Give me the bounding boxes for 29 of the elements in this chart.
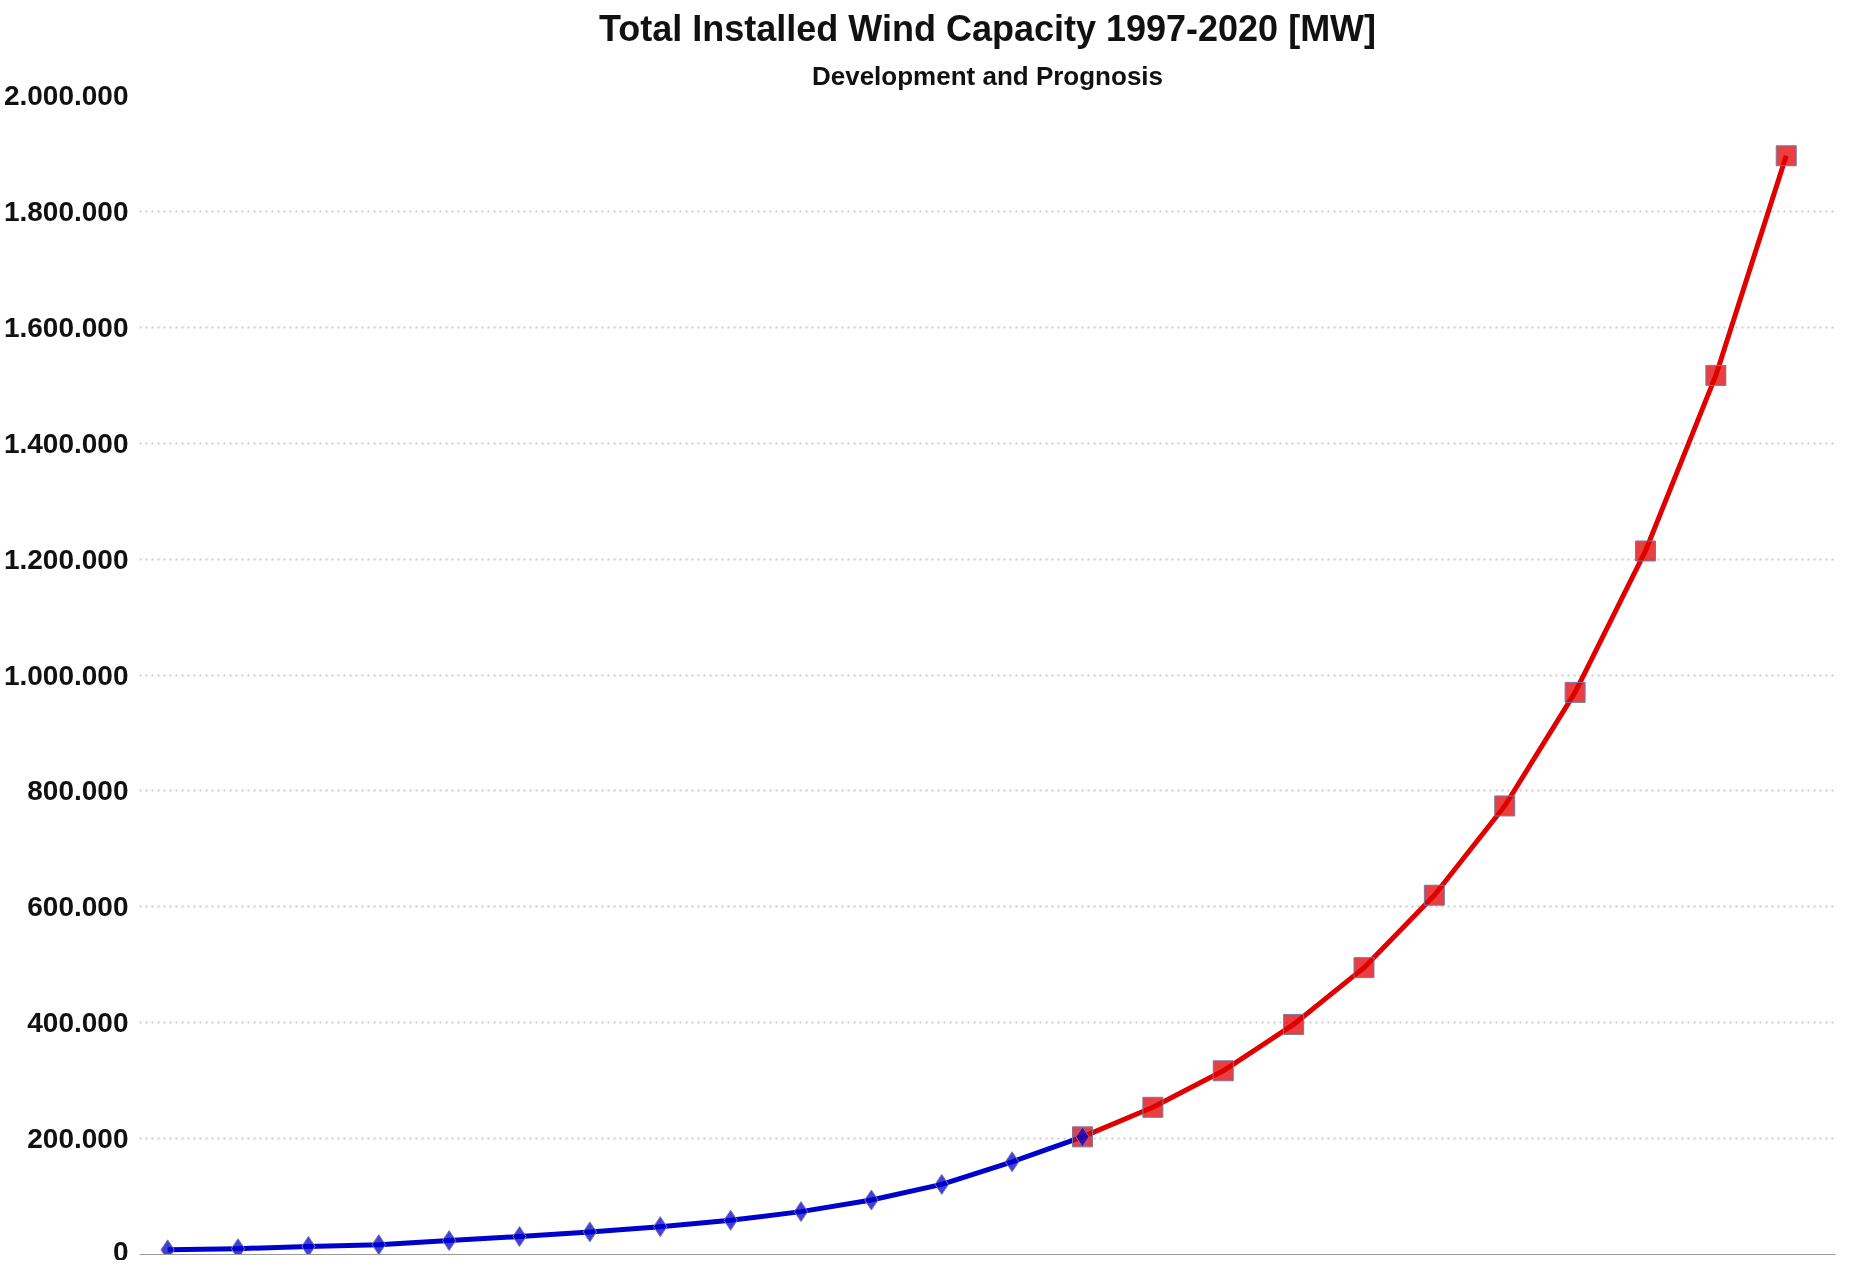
y-tick-label: 1.200.000 xyxy=(3,543,129,575)
point xyxy=(1634,540,1656,562)
point xyxy=(793,1201,809,1223)
point xyxy=(1705,364,1727,386)
point xyxy=(371,1234,386,1255)
y-tick-label: 800.000 xyxy=(27,775,129,807)
y-tick-label: 600.000 xyxy=(27,891,129,923)
point xyxy=(1423,884,1445,906)
point xyxy=(1353,957,1375,979)
point xyxy=(1004,1151,1020,1173)
point xyxy=(1283,1013,1305,1035)
point xyxy=(441,1230,457,1252)
point xyxy=(1142,1096,1164,1118)
y-tick-label: 2.000.000 xyxy=(3,80,129,111)
point xyxy=(1212,1060,1234,1082)
y-tick-label: 1.400.000 xyxy=(3,427,129,459)
y-tick-label: 400.000 xyxy=(27,1007,129,1039)
point xyxy=(301,1235,316,1255)
y-tick-label: 1.000.000 xyxy=(3,659,129,691)
y-tick-label: 200.000 xyxy=(27,1123,129,1155)
point xyxy=(1775,145,1797,167)
chart-title: Total Installed Wind Capacity 1997-2020 [MW] xyxy=(598,7,1377,49)
y-tick-label: 1.600.000 xyxy=(3,311,129,343)
y-tick-label: 1.800.000 xyxy=(3,195,129,227)
y-tick-label: 0 xyxy=(112,1235,129,1267)
point xyxy=(1494,795,1516,817)
chart-subtitle: Development and Prognosis xyxy=(811,60,1164,91)
point xyxy=(582,1221,598,1243)
point xyxy=(1564,681,1586,703)
